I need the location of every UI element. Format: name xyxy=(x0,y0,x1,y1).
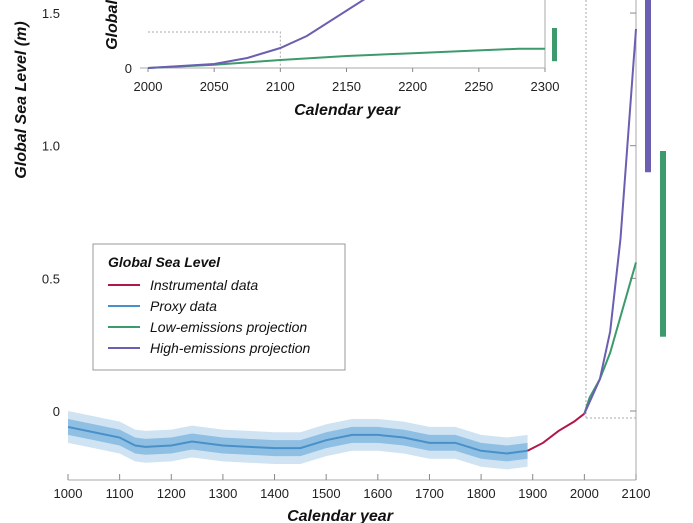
inset-series-high-emissions-projection xyxy=(147,0,366,69)
x-tick-label: 1100 xyxy=(106,486,134,501)
y-axis-title: Global Sea Level (m) xyxy=(13,21,30,178)
y-tick-label: 0 xyxy=(53,404,60,419)
range-bar-1 xyxy=(660,151,666,337)
y-tick-label: 1.5 xyxy=(42,6,60,21)
x-tick-label: 1500 xyxy=(312,486,341,501)
series-high-emissions-projection xyxy=(583,28,637,415)
inset-x-tick-label: 2000 xyxy=(134,79,163,94)
proxy-uncertainty-band xyxy=(68,411,528,470)
x-tick-label: 1300 xyxy=(208,486,237,501)
x-tick-label: 1400 xyxy=(260,486,289,501)
legend-item: Proxy data xyxy=(150,298,217,314)
inset-x-tick-label: 2100 xyxy=(266,79,295,94)
inset-series-low-emissions-projection xyxy=(147,47,545,69)
x-tick-label: 1900 xyxy=(518,486,547,501)
x-tick-label: 1600 xyxy=(363,486,392,501)
inset-y-tick-label: 0 xyxy=(125,61,132,76)
x-tick-label: 1000 xyxy=(54,486,83,501)
inset-x-tick-label: 2300 xyxy=(531,79,560,94)
inset-x-axis-title: Calendar year xyxy=(294,102,401,119)
legend-item: Instrumental data xyxy=(150,277,258,293)
proxy-uncertainty-band xyxy=(68,418,528,462)
series-proxy-data xyxy=(67,425,528,455)
x-axis-title: Calendar year xyxy=(287,508,394,523)
inset-x-tick-label: 2050 xyxy=(200,79,229,94)
y-tick-label: 0.5 xyxy=(42,271,60,286)
series-instrumental-data xyxy=(527,412,585,452)
inset-x-tick-label: 2200 xyxy=(398,79,427,94)
legend-item: High-emissions projection xyxy=(150,340,311,356)
legend-item: Low-emissions projection xyxy=(150,319,307,335)
range-bar-0 xyxy=(645,0,651,173)
inset-range-bar xyxy=(552,28,557,62)
x-tick-label: 1700 xyxy=(415,486,444,501)
x-tick-label: 1800 xyxy=(467,486,496,501)
series-low-emissions-projection xyxy=(583,262,637,414)
x-tick-label: 2000 xyxy=(570,486,599,501)
inset-x-tick-label: 2150 xyxy=(332,79,361,94)
x-tick-label: 2100 xyxy=(622,486,651,501)
y-tick-label: 1.0 xyxy=(42,139,60,154)
inset-x-tick-label: 2250 xyxy=(464,79,493,94)
inset-dashed-box xyxy=(148,31,281,68)
legend-title: Global Sea Level xyxy=(108,254,221,270)
inset-y-axis-title: Global xyxy=(104,0,121,50)
x-tick-label: 1200 xyxy=(157,486,186,501)
